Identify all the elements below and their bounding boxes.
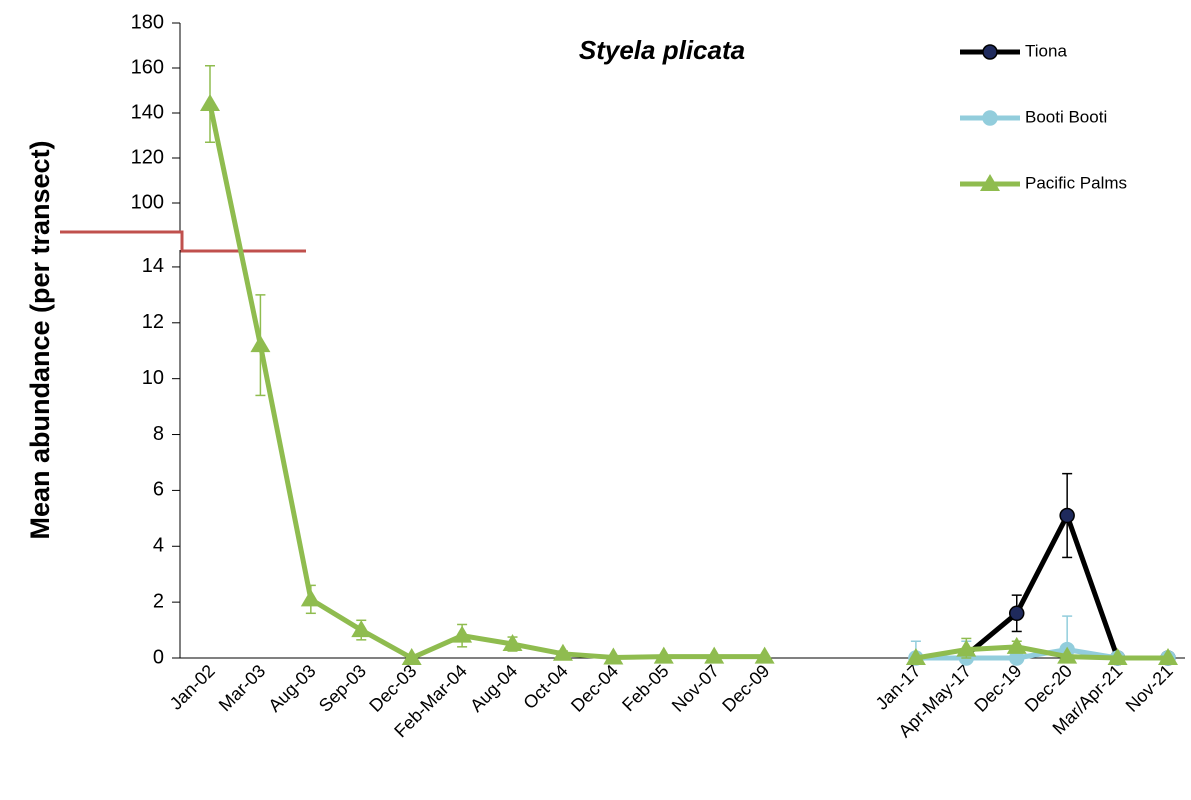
marker [1059, 507, 1075, 524]
x-tick-label: Dec-04 [567, 661, 622, 716]
y-tick-label: 100 [131, 191, 164, 213]
y-tick-label: 6 [153, 479, 164, 501]
y-tick-label: 2 [153, 590, 164, 612]
marker [1107, 648, 1128, 665]
marker [1057, 646, 1078, 664]
y-tick-label: 8 [153, 423, 164, 445]
y-tick-label: 14 [142, 255, 164, 277]
axis-break [60, 230, 306, 253]
y-tick-label: 120 [131, 146, 164, 168]
x-tick-label: Dec-19 [970, 661, 1025, 716]
x-tick-label: Nov-21 [1122, 661, 1177, 716]
marker [754, 646, 775, 664]
marker [956, 639, 977, 657]
marker [552, 643, 573, 661]
y-tick-label: 10 [142, 367, 164, 389]
y-tick-label: 12 [142, 311, 164, 333]
y-tick-label: 180 [131, 11, 164, 33]
marker [200, 94, 220, 111]
legend-label: Tiona [1025, 41, 1067, 60]
x-tick-label: Feb-05 [618, 661, 672, 715]
marker [1008, 605, 1025, 622]
marker [704, 646, 725, 664]
legend-marker [980, 174, 1000, 191]
chart-title: Styela plicata [579, 35, 745, 65]
marker [905, 648, 926, 665]
marker [502, 634, 523, 652]
y-tick-label: 4 [153, 535, 164, 557]
legend-marker [982, 44, 998, 60]
y-tick-label: 140 [131, 101, 164, 123]
marker [603, 647, 624, 665]
x-tick-label: Oct-04 [519, 661, 571, 713]
y-axis-label: Mean abundance (per transect) [25, 140, 55, 539]
x-tick-label: Aug-03 [264, 661, 319, 716]
marker [351, 620, 372, 638]
legend-label: Pacific Palms [1025, 173, 1127, 192]
marker [401, 648, 422, 665]
x-tick-label: Mar-03 [215, 661, 269, 715]
marker [1158, 648, 1178, 665]
y-tick-label: 0 [153, 646, 164, 668]
x-tick-label: Aug-04 [466, 661, 521, 716]
marker [653, 646, 674, 664]
legend-label: Booti Booti [1025, 107, 1107, 126]
marker [1006, 636, 1027, 654]
marker [250, 335, 271, 353]
y-tick-label: 160 [131, 56, 164, 78]
series-line [207, 103, 1168, 661]
marker [300, 589, 321, 607]
x-tick-label: Dec-09 [718, 661, 773, 716]
x-tick-label: Sep-03 [315, 661, 370, 716]
x-tick-label: Jan-02 [166, 661, 219, 714]
x-tick-label: Nov-07 [668, 661, 723, 716]
marker [452, 625, 473, 643]
legend-marker [982, 110, 998, 126]
